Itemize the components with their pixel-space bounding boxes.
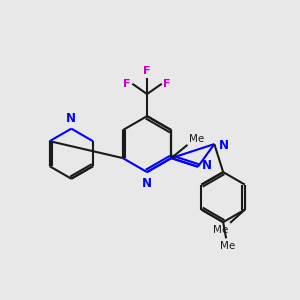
Text: F: F: [123, 79, 131, 89]
Text: N: N: [201, 159, 212, 172]
Text: F: F: [143, 66, 151, 76]
Text: F: F: [163, 79, 171, 89]
Text: N: N: [66, 112, 76, 125]
Text: Me: Me: [220, 241, 235, 251]
Text: N: N: [219, 139, 229, 152]
Text: N: N: [142, 177, 152, 190]
Text: Me: Me: [189, 134, 204, 144]
Text: Me: Me: [213, 225, 229, 235]
